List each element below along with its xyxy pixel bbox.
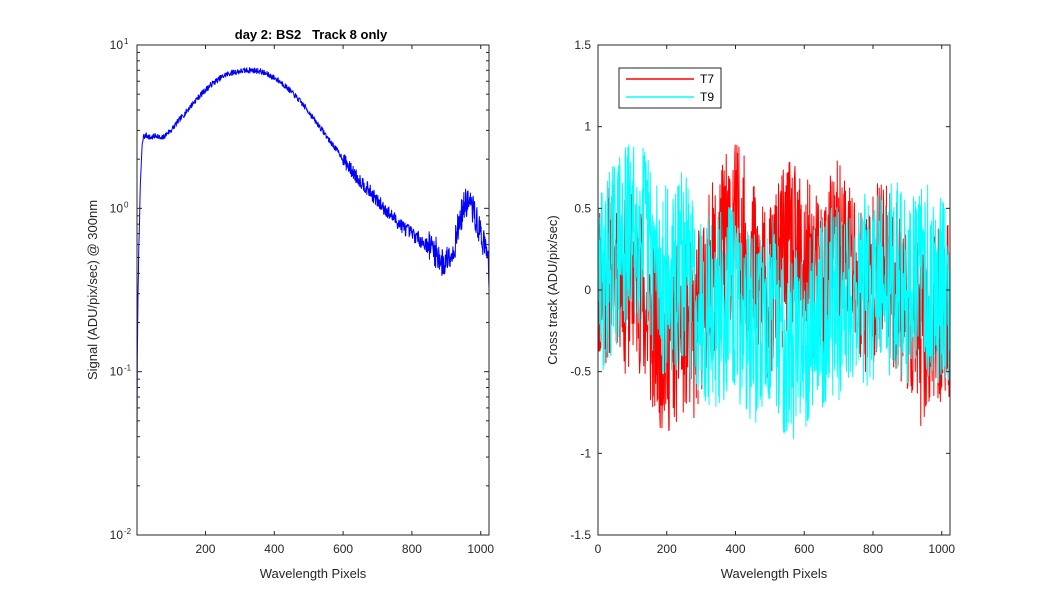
x-tick-label: 1000 [467,542,494,556]
y-tick-label: -1.5 [570,528,591,542]
x-tick-label: 800 [863,542,883,556]
signal-chart-title: day 2: BS2 Track 8 only [235,27,388,42]
y-tick-label: 1.5 [574,38,591,52]
signal-x-ticks: 200 400 600 800 1000 [195,45,494,556]
cross-track-x-axis-label: Wavelength Pixels [721,566,828,581]
y-tick-label: 10 [110,528,124,542]
signal-x-axis-label: Wavelength Pixels [260,566,367,581]
signal-plot-area [137,45,489,535]
y-tick-label: -1 [580,446,591,460]
y-tick-label: 1 [584,120,591,134]
signal-series-layer [136,67,490,459]
x-tick-label: 1000 [928,542,955,556]
signal-y-axis-label: Signal (ADU/pix/sec) @ 300nm [85,200,100,380]
x-tick-label: 800 [402,542,422,556]
cross-track-y-axis-label: Cross track (ADU/pix/sec) [545,215,560,365]
series-line-track-8 [136,67,490,459]
y-tick-label: 10 [110,38,124,52]
y-tick-label: -0.5 [570,365,591,379]
legend-label-t7: T7 [700,72,714,86]
y-tick-label: 0.5 [574,201,591,215]
y-tick-exponent: -1 [124,364,132,373]
x-tick-label: 200 [195,542,215,556]
series-line-t9 [597,144,951,440]
x-tick-label: 600 [333,542,353,556]
cross-track-y-ticks: -1.5 -1 -0.5 0 0.5 1 1.5 [570,38,950,542]
x-tick-label: 200 [657,542,677,556]
cross-track-chart: 0 200 400 600 800 1000 -1.5 -1 -0.5 0 0.5 1 1.5 Wav… [545,38,955,581]
legend-label-t9: T9 [700,90,714,104]
y-tick-label: 0 [584,283,591,297]
x-tick-label: 400 [725,542,745,556]
x-tick-label: 0 [595,542,602,556]
y-tick-label: 10 [110,365,124,379]
y-tick-exponent: 1 [124,37,129,46]
x-tick-label: 600 [794,542,814,556]
cross-track-series-layer [597,144,951,440]
y-tick-exponent: -2 [124,527,132,536]
y-tick-exponent: 0 [124,200,129,209]
legend-box [618,67,722,109]
y-tick-label: 10 [110,201,124,215]
cross-track-x-ticks: 0 200 400 600 800 1000 [595,45,955,556]
cross-track-legend: T7 T9 [618,67,722,109]
signal-plot-frame [136,44,490,536]
x-tick-label: 400 [264,542,284,556]
